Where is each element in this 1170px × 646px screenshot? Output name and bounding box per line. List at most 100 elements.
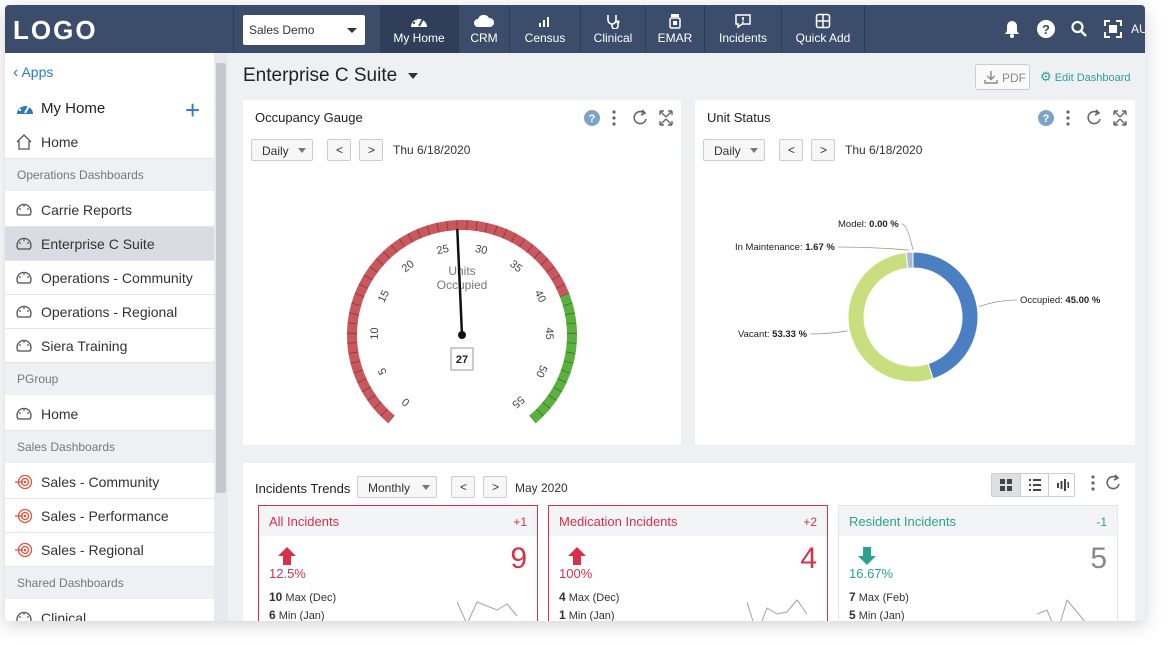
gauge-minor-tick [542, 401, 551, 409]
sidebar-item-label: Operations - Regional [41, 304, 178, 320]
period-select[interactable]: Daily [703, 139, 765, 161]
user-avatar-initials[interactable]: AU [1131, 22, 1145, 36]
gauge-minor-tick [358, 283, 369, 289]
period-select[interactable]: Daily [251, 139, 313, 161]
sidebar-item[interactable]: Sales - Community [5, 465, 214, 499]
previous-date-button[interactable]: < [327, 139, 351, 161]
help-icon[interactable]: ? [1036, 19, 1056, 44]
top-navigation-bar: LOGO Sales Demo My Home CRM Census Clini… [5, 5, 1145, 53]
dashboard-outline-icon [16, 271, 32, 284]
target-icon [15, 474, 33, 490]
fullscreen-icon[interactable] [1103, 19, 1123, 44]
donut-label: Vacant: 53.33 % [738, 329, 808, 340]
incident-card-percent: 16.67% [849, 566, 894, 581]
cloud-icon [474, 14, 495, 27]
nav-label: My Home [393, 31, 445, 45]
gauge-minor-tick [349, 312, 360, 316]
sidebar-section-header: Shared Dashboards [5, 567, 214, 599]
donut-leader-line [979, 299, 1018, 307]
refresh-icon[interactable] [1087, 109, 1101, 125]
pdf-export-button[interactable]: PDF [975, 64, 1030, 90]
incident-card[interactable]: All Incidents +1 9 12.5% 10 Max (Dec) 6 Min (… [258, 505, 538, 621]
notifications-bell-icon[interactable] [1003, 19, 1021, 44]
min-value: 6 [269, 608, 276, 621]
period-select-value: Daily [714, 144, 741, 158]
section-header-label: PGroup [17, 372, 59, 386]
add-dashboard-button[interactable]: + [185, 95, 201, 125]
refresh-icon[interactable] [1106, 474, 1120, 490]
nav-census[interactable]: Census [510, 5, 580, 53]
apps-back-link[interactable]: ‹ Apps [13, 64, 53, 82]
refresh-icon[interactable] [633, 109, 647, 125]
period-select-value: Daily [262, 144, 289, 158]
sidebar-item[interactable]: Home [5, 397, 214, 431]
gauge-minor-tick [566, 342, 577, 344]
nav-my-home[interactable]: My Home [380, 5, 458, 53]
incident-card-min: 5 Min (Jan) [849, 608, 905, 621]
nav-clinical[interactable]: Clinical [581, 5, 645, 53]
sidebar-item[interactable]: Sales - Performance [5, 499, 214, 533]
nav-emar[interactable]: EMAR [646, 5, 704, 53]
max-value: 10 [269, 590, 283, 604]
nav-quick-add[interactable]: Quick Add [782, 5, 864, 53]
chart-view-button[interactable] [1048, 474, 1076, 496]
grid-view-button[interactable] [992, 474, 1020, 496]
gauge-tick-label: 0 [400, 395, 412, 408]
sidebar-item[interactable]: Siera Training [5, 329, 214, 363]
next-date-button[interactable]: > [359, 139, 383, 161]
gauge-band-green [529, 293, 577, 424]
min-value: 1 [559, 608, 566, 621]
expand-icon[interactable] [1113, 110, 1127, 126]
nav-crm[interactable]: CRM [459, 5, 509, 53]
next-date-button[interactable]: > [483, 476, 507, 498]
gauge-minor-tick [565, 351, 576, 354]
sidebar-item[interactable]: Operations - Community [5, 261, 214, 295]
donut-slice-in-maintenance[interactable] [905, 251, 914, 269]
more-options-icon[interactable] [612, 110, 616, 126]
more-options-icon[interactable] [1091, 475, 1095, 491]
sidebar-item[interactable]: Enterprise C Suite [5, 227, 214, 261]
search-icon[interactable] [1070, 19, 1088, 44]
organization-select-value: Sales Demo [249, 23, 315, 37]
nav-incidents[interactable]: Incidents [705, 5, 781, 53]
bar-chart-icon [1057, 479, 1069, 491]
gauge-minor-tick [387, 415, 395, 424]
edit-dashboard-link[interactable]: ⚙ Edit Dashboard [1040, 69, 1131, 85]
donut-slice-occupied[interactable] [912, 251, 979, 380]
page-title[interactable]: Enterprise C Suite [243, 65, 419, 87]
sidebar-item[interactable]: Home [5, 125, 214, 159]
next-date-button[interactable]: > [811, 139, 835, 161]
period-select[interactable]: Monthly [357, 476, 437, 498]
unit-status-donut-chart: Occupied: 45.00 % Vacant: 53.33 % In Maint… [735, 219, 1101, 383]
gauge-minor-tick [564, 312, 575, 316]
previous-date-button[interactable]: < [451, 476, 475, 498]
occupancy-gauge-panel: Occupancy Gauge ? Daily < > Thu 6/18/202… [243, 100, 681, 445]
dashboard-outline-icon [16, 407, 32, 420]
sidebar-section-header: Operations Dashboards [5, 159, 214, 191]
unit-status-panel: Unit Status ? Daily < > Thu 6/18/2020 Oc… [695, 100, 1135, 445]
donut-slice-vacant[interactable] [847, 251, 934, 383]
sidebar-item-label: Carrie Reports [41, 202, 133, 218]
pill-bottle-icon [669, 14, 681, 29]
incident-card[interactable]: Resident Incidents -1 5 16.67% 7 Max (Feb) 5 … [838, 505, 1118, 621]
help-icon[interactable]: ? [1038, 110, 1054, 126]
incident-card-header: Medication Incidents +2 [549, 506, 827, 536]
sidebar-item[interactable]: Sales - Regional [5, 533, 214, 567]
trend-up-arrow-icon [278, 547, 296, 565]
sidebar-item[interactable]: Operations - Regional [5, 295, 214, 329]
sidebar-item[interactable]: Clinical [5, 601, 214, 621]
sidebar-item[interactable]: Carrie Reports [5, 193, 214, 227]
incident-card[interactable]: Medication Incidents +2 4 100% 4 Max (Dec) 1 … [548, 505, 828, 621]
gauge-tick-label: 20 [400, 258, 417, 275]
grid-icon [1000, 479, 1012, 491]
organization-select[interactable]: Sales Demo [243, 15, 365, 45]
more-options-icon[interactable] [1066, 110, 1070, 126]
help-icon[interactable]: ? [584, 110, 600, 126]
expand-icon[interactable] [659, 110, 673, 126]
list-view-button[interactable] [1020, 474, 1048, 496]
gauge-minor-tick [426, 225, 431, 236]
sidebar-scrollbar-thumb[interactable] [216, 63, 226, 493]
gauge-tick-label: 35 [507, 258, 524, 275]
previous-date-button[interactable]: < [779, 139, 803, 161]
dashboard-outline-icon [16, 611, 32, 621]
